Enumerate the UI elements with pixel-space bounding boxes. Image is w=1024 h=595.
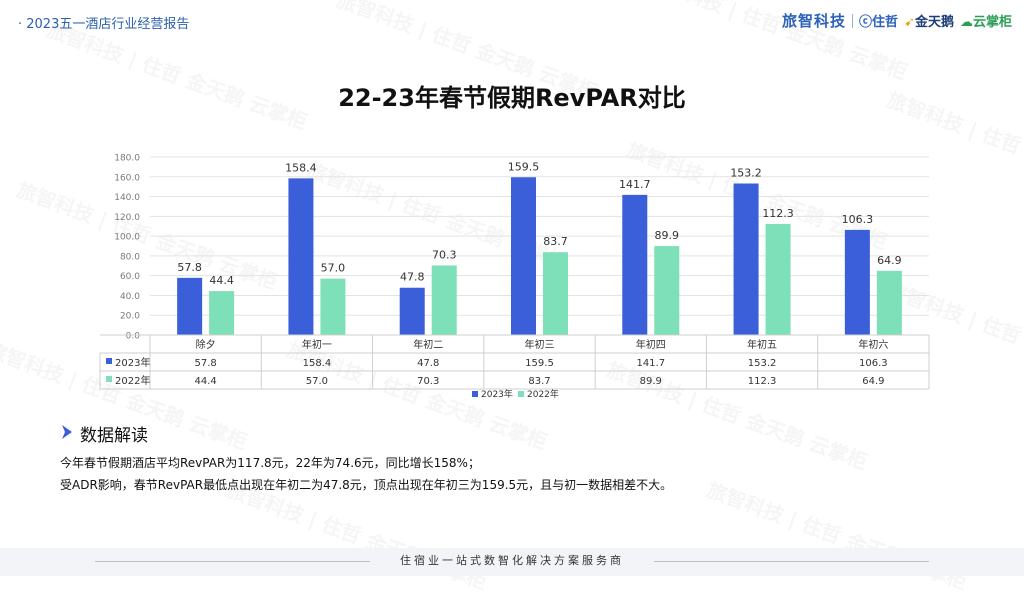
brand-lvzhi-logo: 旅智科技 <box>782 12 847 30</box>
category-label: 除夕 <box>196 338 216 351</box>
table-cell: 141.7 <box>636 358 665 369</box>
brand-logos: 旅智科技 ⓒ住哲 ➹金天鹅 ☁云掌柜 <box>782 10 1012 31</box>
footer-slogan: 住宿业一站式数智化解决方案服务商 <box>400 554 624 567</box>
category-label: 年初四 <box>636 338 666 351</box>
insight-line-2: 受ADR影响，春节RevPAR最低点出现在年初二为47.8元，顶点出现在年初三为… <box>60 478 673 492</box>
bar-2022 <box>320 278 346 335</box>
bar-2022 <box>543 252 568 335</box>
data-label: 153.2 <box>730 167 762 180</box>
brand-jintiane-logo: ➹金天鹅 <box>904 15 954 30</box>
category-label: 年初三 <box>525 338 555 351</box>
category-label: 年初一 <box>302 338 332 351</box>
y-tick-label: 160.0 <box>114 173 140 183</box>
data-label: 83.7 <box>543 235 568 248</box>
bar-2023 <box>511 177 536 335</box>
table-cell: 44.4 <box>195 376 217 387</box>
y-tick-label: 140.0 <box>114 193 140 203</box>
bar-2022 <box>765 223 791 335</box>
bar-2023 <box>844 229 870 335</box>
chevron-right-icon <box>62 425 72 439</box>
footer-divider-left <box>95 561 370 562</box>
report-title: · 2023五一酒店行业经营报告 <box>18 17 190 32</box>
bar-2023 <box>733 183 759 335</box>
bar-2022 <box>654 246 680 335</box>
data-label: 112.3 <box>762 207 794 220</box>
data-label: 141.7 <box>619 178 651 191</box>
brand-yunzhanggui-logo: ☁云掌柜 <box>959 15 1012 30</box>
table-cell: 83.7 <box>528 376 550 387</box>
legend-swatch <box>472 391 478 397</box>
bar-2023 <box>399 287 425 335</box>
chart-title: 22-23年春节假期RevPAR对比 <box>338 84 686 112</box>
table-cell: 64.9 <box>862 376 884 387</box>
table-cell: 70.3 <box>417 376 439 387</box>
y-tick-label: 40.0 <box>120 292 140 302</box>
table-series-name: 2023年 <box>115 356 150 369</box>
brand-zhuzhe-logo: ⓒ住哲 <box>859 15 899 30</box>
table-cell: 57.0 <box>306 376 328 387</box>
data-label: 159.5 <box>508 160 540 173</box>
bar-2023 <box>622 194 648 335</box>
bar-2023 <box>177 277 203 335</box>
table-cell: 89.9 <box>640 376 662 387</box>
bar-2022 <box>431 265 457 335</box>
revpar-bar-chart: 0.0 20.0 40.0 60.0 80.0 100.0 120.0 140.0 160.0 1… <box>99 154 930 400</box>
table-cell: 57.8 <box>195 358 217 369</box>
y-tick-label: 180.0 <box>114 154 140 164</box>
data-label: 64.9 <box>877 254 902 267</box>
bar-2022 <box>876 270 902 335</box>
table-legend-key <box>106 358 112 364</box>
data-label: 44.4 <box>209 274 234 287</box>
table-legend-key <box>106 376 112 382</box>
data-label: 70.3 <box>432 248 457 261</box>
data-label: 106.3 <box>842 213 874 226</box>
category-label: 年初五 <box>747 338 777 351</box>
bar-2023 <box>288 178 314 335</box>
table-cell: 153.2 <box>748 358 777 369</box>
table-series-name: 2022年 <box>115 374 150 387</box>
footer-bar <box>0 548 1024 576</box>
insights-heading: 数据解读 <box>80 426 148 446</box>
legend-label: 2022年 <box>527 388 559 400</box>
bar-2022 <box>209 291 235 335</box>
report-title-text: 2023五一酒店行业经营报告 <box>26 17 190 32</box>
data-label: 89.9 <box>655 229 680 242</box>
table-cell: 47.8 <box>417 358 439 369</box>
table-cell: 158.4 <box>303 358 332 369</box>
table-cell: 112.3 <box>748 376 777 387</box>
category-label: 年初二 <box>413 338 443 351</box>
y-tick-label: 20.0 <box>120 312 140 322</box>
y-tick-label: 60.0 <box>120 272 140 282</box>
table-cell: 106.3 <box>859 358 888 369</box>
legend-label: 2023年 <box>481 388 513 400</box>
data-label: 47.8 <box>400 271 425 284</box>
y-tick-label: 80.0 <box>120 252 140 262</box>
data-label: 57.0 <box>321 262 346 275</box>
legend-swatch <box>518 391 524 397</box>
data-label: 158.4 <box>285 161 317 174</box>
insight-line-1: 今年春节假期酒店平均RevPAR为117.8元，22年为74.6元，同比增长15… <box>60 456 480 470</box>
category-label: 年初六 <box>858 338 888 351</box>
footer-divider-right <box>654 561 929 562</box>
swan-icon: ➹ <box>904 15 915 30</box>
brand-divider <box>852 13 854 28</box>
data-label: 57.8 <box>177 261 202 274</box>
table-cell: 159.5 <box>525 358 554 369</box>
y-tick-label: 120.0 <box>114 213 140 223</box>
y-tick-label: 0.0 <box>126 332 141 342</box>
y-tick-label: 100.0 <box>114 233 140 243</box>
